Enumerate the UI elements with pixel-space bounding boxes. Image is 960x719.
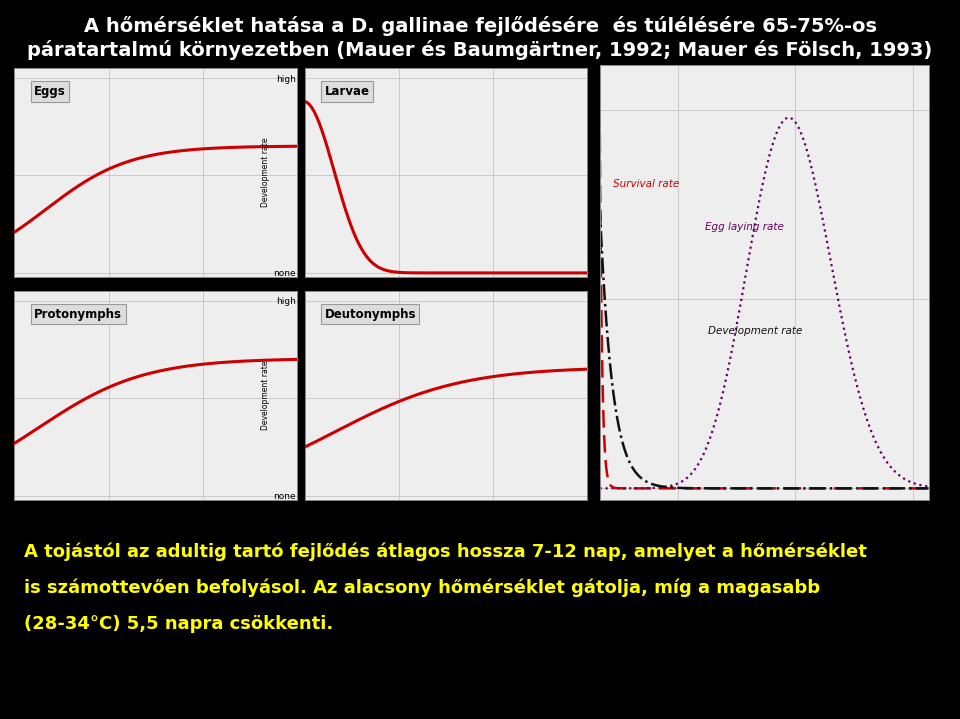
Text: páratartalmú környezetben (Mauer és Baumgärtner, 1992; Mauer és Fölsch, 1993): páratartalmú környezetben (Mauer és Baum… xyxy=(28,40,932,60)
X-axis label: Temperature (°C): Temperature (°C) xyxy=(716,525,812,535)
Text: Egg laying rate: Egg laying rate xyxy=(705,222,783,232)
Text: A hőmérséklet hatása a D. gallinae fejlődésére  és túlélésére 65-75%-os: A hőmérséklet hatása a D. gallinae fejlő… xyxy=(84,16,876,36)
Text: is számottevően befolyásol. Az alacsony hőmérséklet gátolja, míg a magasabb: is számottevően befolyásol. Az alacsony … xyxy=(24,579,820,597)
Text: Survival rate: Survival rate xyxy=(612,178,679,188)
Text: Protonymphs: Protonymphs xyxy=(35,308,122,321)
Y-axis label: Development rate: Development rate xyxy=(261,361,270,430)
Text: Larvae: Larvae xyxy=(324,85,370,98)
Text: Deutonymphs: Deutonymphs xyxy=(324,308,416,321)
Text: A tojástól az adultig tartó fejlődés átlagos hossza 7-12 nap, amelyet a hőmérsék: A tojástól az adultig tartó fejlődés átl… xyxy=(24,543,867,562)
Y-axis label: Development rate: Development rate xyxy=(261,138,270,207)
Text: (28-34°C) 5,5 napra csökkenti.: (28-34°C) 5,5 napra csökkenti. xyxy=(24,615,333,633)
Text: Development rate: Development rate xyxy=(708,326,803,336)
X-axis label: Temperature (°C): Temperature (°C) xyxy=(404,523,488,533)
Text: Eggs: Eggs xyxy=(35,85,66,98)
X-axis label: Temperature (°C): Temperature (°C) xyxy=(113,523,198,533)
